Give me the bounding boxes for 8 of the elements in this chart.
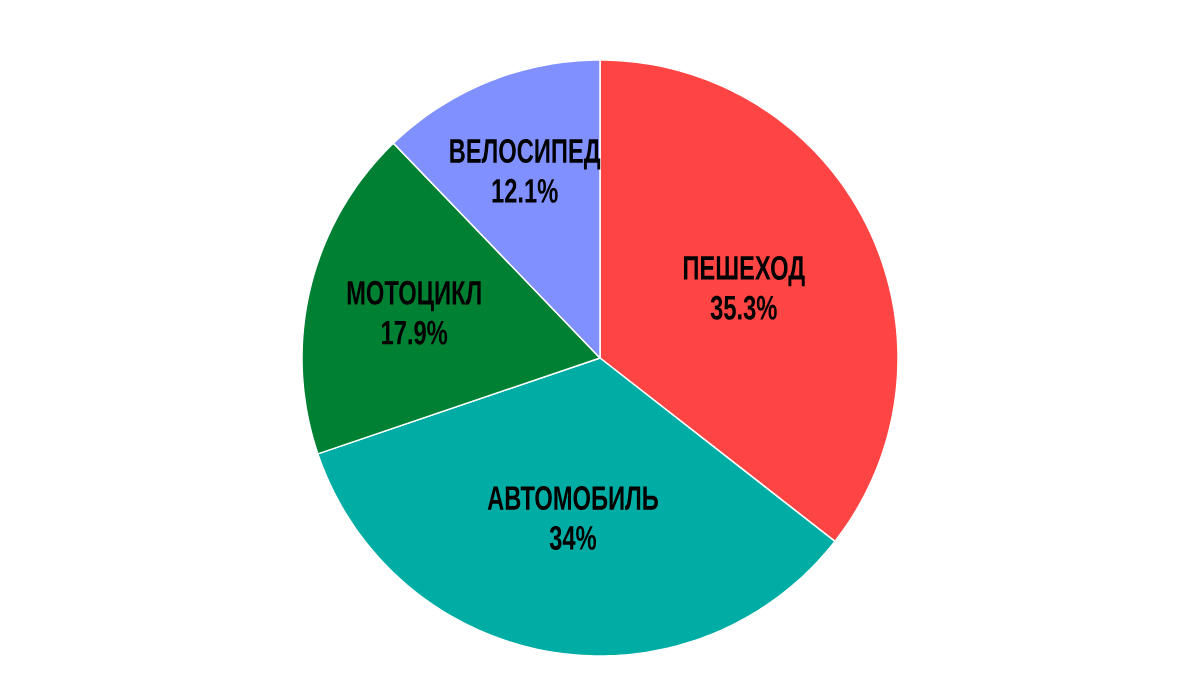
slice-label: ВЕЛОСИПЕД [450,139,601,170]
data-label: 17.9% [382,320,448,345]
slice-label: МОТОЦИКЛ [347,280,481,312]
slice-label: ПЕШЕХОД [683,255,805,287]
slice-label: АВТОМОБИЛЬ [487,486,658,511]
data-label: 35.3% [710,295,777,320]
data-label: 12.1% [492,178,558,203]
data-label: 34% [549,525,597,550]
